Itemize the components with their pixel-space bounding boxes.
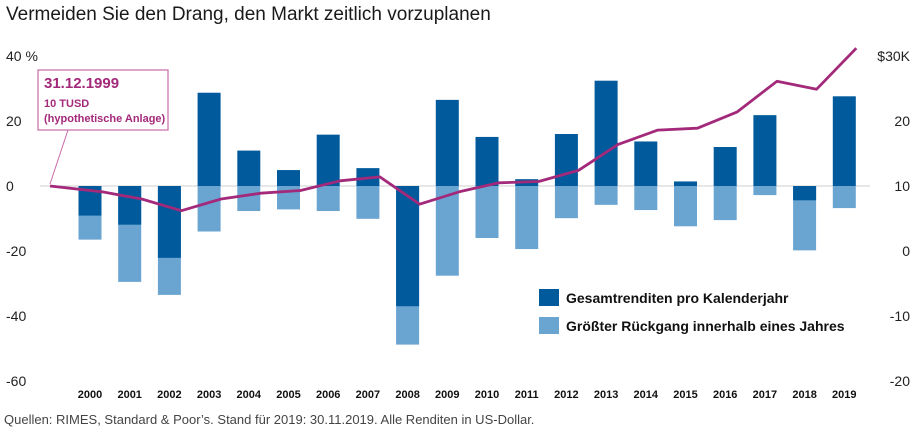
bar-return-2018 (793, 186, 817, 201)
bar-return-2019 (832, 96, 856, 186)
bar-drawdown-2018 (793, 186, 817, 251)
bar-return-2013 (594, 80, 618, 186)
year-label-2005: 2005 (276, 389, 300, 401)
right-tick-label: -20 (890, 373, 910, 389)
year-label-2019: 2019 (832, 389, 856, 401)
bar-drawdown-2010 (475, 186, 499, 238)
bar-drawdown-2006 (316, 186, 340, 212)
left-tick-label: 20 (6, 113, 22, 129)
bar-return-2016 (713, 147, 737, 186)
bar-return-2005 (277, 170, 300, 186)
bar-drawdown-2019 (832, 186, 856, 209)
year-label-2017: 2017 (753, 389, 777, 401)
right-tick-label: 0 (902, 243, 910, 259)
bar-return-2012 (554, 134, 578, 186)
callout: 31.12.1999 10 TUSD (hypothetische Anlage… (37, 69, 169, 185)
bar-drawdown-2014 (634, 186, 658, 211)
year-label-2016: 2016 (713, 389, 737, 401)
bars (78, 80, 856, 345)
bar-drawdown-2012 (554, 186, 578, 219)
bar-drawdown-2015 (674, 186, 697, 227)
bar-return-2008 (396, 186, 420, 307)
right-tick-label: -10 (890, 308, 910, 324)
year-label-2012: 2012 (554, 389, 578, 401)
year-label-2007: 2007 (356, 389, 380, 401)
left-tick-label: 0 (6, 178, 14, 194)
legend-label-drawdown: Größter Rückgang innerhalb eines Jahres (566, 318, 845, 334)
bar-drawdown-2007 (356, 186, 380, 219)
bar-return-2004 (237, 150, 261, 186)
bar-return-2001 (118, 186, 142, 225)
callout-amount: 10 TUSD (44, 98, 89, 110)
legend-swatch-drawdown (539, 317, 559, 334)
bar-return-2003 (197, 92, 221, 186)
year-label-2018: 2018 (792, 389, 816, 401)
legend: Gesamtrenditen pro Kalenderjahr Größter … (539, 289, 845, 334)
bar-return-2015 (674, 181, 697, 186)
chart-title: Vermeiden Sie den Drang, den Markt zeitl… (6, 4, 491, 25)
bar-return-2010 (475, 136, 499, 186)
left-tick-label: -20 (6, 243, 26, 259)
left-axis: 40 % 20 0 -20 -40 -60 (6, 48, 38, 389)
callout-pointer (49, 129, 69, 185)
legend-swatch-returns (539, 289, 559, 306)
bar-drawdown-2013 (594, 186, 618, 205)
year-label-2000: 2000 (78, 389, 102, 401)
x-axis: 2000 2001 2002 2003 2004 2005 2006 2007 2008 2009… (78, 389, 857, 401)
year-label-2015: 2015 (673, 389, 697, 401)
year-label-2014: 2014 (634, 389, 659, 401)
right-tick-label: $30K (877, 48, 910, 64)
right-tick-label: 20 (894, 113, 910, 129)
year-label-2011: 2011 (515, 389, 539, 401)
year-label-2006: 2006 (316, 389, 340, 401)
value-line-layer (49, 47, 858, 213)
year-label-2002: 2002 (157, 389, 181, 401)
year-label-2013: 2013 (594, 389, 618, 401)
bar-drawdown-2017 (753, 186, 777, 196)
bar-return-2009 (435, 99, 459, 186)
callout-note: (hypothetische Anlage) (44, 113, 166, 125)
callout-date: 31.12.1999 (44, 75, 119, 92)
year-label-2004: 2004 (237, 389, 262, 401)
year-label-2001: 2001 (117, 389, 141, 401)
left-tick-label: -40 (6, 308, 26, 324)
bar-drawdown-2003 (197, 186, 221, 232)
right-tick-label: 10 (894, 178, 910, 194)
bar-drawdown-2004 (237, 186, 261, 212)
bar-return-2000 (78, 186, 102, 216)
year-label-2009: 2009 (435, 389, 459, 401)
bar-return-2017 (753, 115, 777, 186)
year-label-2010: 2010 (475, 389, 499, 401)
bar-drawdown-2009 (435, 186, 459, 276)
bar-return-2002 (157, 186, 181, 258)
bar-drawdown-2016 (713, 186, 737, 221)
bar-return-2014 (634, 141, 658, 186)
portfolio-value-line (49, 47, 858, 213)
callout-box (37, 69, 169, 131)
legend-label-returns: Gesamtrenditen pro Kalenderjahr (566, 290, 789, 306)
bar-drawdown-2011 (515, 186, 539, 250)
year-label-2003: 2003 (197, 389, 221, 401)
left-tick-label: 40 % (6, 48, 38, 64)
left-tick-label: -60 (6, 373, 26, 389)
year-label-2008: 2008 (395, 389, 419, 401)
bar-return-2006 (316, 134, 340, 186)
source-note: Quellen: RIMES, Standard & Poor’s. Stand… (4, 412, 535, 427)
right-axis: $30K 20 10 0 -10 -20 (877, 48, 910, 389)
